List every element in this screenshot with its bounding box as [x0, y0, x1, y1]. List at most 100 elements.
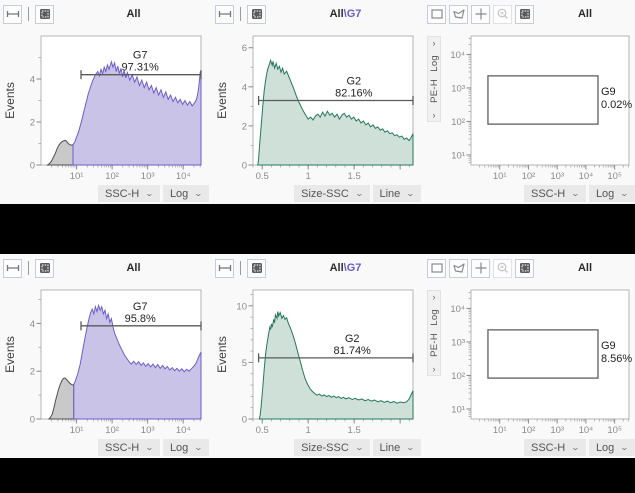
x-parameter-dropdown[interactable]: Size-SSC ⌄ — [294, 439, 370, 456]
svg-text:82.16%: 82.16% — [335, 88, 373, 100]
y-parameter-value[interactable]: PE-H — [428, 79, 440, 104]
zoom-window-button[interactable] — [515, 258, 534, 278]
svg-text:G9: G9 — [601, 340, 616, 352]
zoom-window-button[interactable] — [35, 4, 54, 24]
interval-gate-button[interactable] — [3, 4, 22, 24]
chevron-right-icon: › — [432, 109, 436, 120]
zoom-window-button[interactable] — [515, 4, 534, 24]
x-scale-value: Log — [169, 441, 189, 454]
svg-text:10³: 10³ — [550, 425, 564, 436]
x-parameter-dropdown[interactable]: SSC-H ⌄ — [98, 185, 160, 202]
svg-text:10²: 10² — [522, 171, 536, 182]
x-parameter-value: SSC-H — [105, 441, 140, 454]
x-parameter-value: Size-SSC — [301, 187, 349, 200]
svg-text:Events: Events — [3, 336, 17, 373]
x-scale-value: Log — [595, 187, 615, 200]
scatter-plot-area[interactable]: 10¹ 10² 10³ 10⁴ 10⁵ 10¹ 10² 10³ 10⁴ G90.02% — [424, 0, 635, 204]
svg-text:10¹: 10¹ — [451, 150, 465, 161]
y-scale-value[interactable]: Log — [428, 308, 440, 326]
population-title[interactable]: All\G7 — [269, 8, 422, 20]
x-parameter-dropdown[interactable]: Size-SSC ⌄ — [294, 185, 370, 202]
chevron-down-icon: ⌄ — [570, 443, 581, 452]
zoom-in-button[interactable] — [493, 4, 512, 24]
svg-text:2: 2 — [242, 121, 247, 132]
svg-text:10³: 10³ — [451, 337, 465, 348]
rectangle-gate-button[interactable] — [427, 4, 446, 24]
panel-histogram-sizessc-row1: All\G7 0.5 1 1.5 0 2 4 6 Events G2 82.16% Size-SS… — [212, 0, 424, 204]
rectangle-gate-button[interactable] — [427, 258, 446, 278]
chevron-down-icon: ⌄ — [193, 443, 204, 452]
svg-text:Events: Events — [215, 336, 229, 373]
zoom-window-icon — [251, 9, 262, 19]
x-parameter-value: SSC-H — [531, 441, 566, 454]
svg-text:10²: 10² — [105, 425, 119, 436]
population-title[interactable]: All\G7 — [269, 262, 422, 274]
rectangle-gate-icon — [430, 263, 443, 273]
svg-text:2: 2 — [30, 367, 35, 378]
x-scale-dropdown[interactable]: Line ⌄ — [372, 439, 421, 456]
x-parameter-dropdown[interactable]: SSC-H ⌄ — [524, 439, 586, 456]
y-parameter-value[interactable]: PE-H — [428, 333, 440, 358]
polygon-gate-button[interactable] — [449, 4, 468, 24]
quadrant-gate-button[interactable] — [471, 258, 490, 278]
population-title[interactable]: All — [537, 262, 633, 274]
separator-band-bottom — [0, 458, 635, 493]
x-parameter-dropdown[interactable]: SSC-H ⌄ — [524, 185, 586, 202]
title-population: All — [126, 262, 141, 274]
panel-scatter-row2: All 10¹ 10² 10³ 10⁴ 10⁵ 10¹ 10² 10³ 10⁴ G9 8.56% ›… — [424, 254, 635, 458]
panel-toolbar: All\G7 — [215, 3, 422, 25]
zoom-window-icon — [39, 263, 50, 273]
svg-text:10⁴: 10⁴ — [579, 425, 594, 436]
zoom-window-button[interactable] — [35, 258, 54, 278]
svg-text:10⁴: 10⁴ — [176, 171, 191, 182]
y-axis-controls[interactable]: › Log PE-H › — [427, 290, 441, 376]
chevron-right-icon: › — [432, 292, 436, 302]
population-title[interactable]: All — [57, 262, 210, 274]
svg-text:97.31%: 97.31% — [122, 62, 160, 74]
svg-text:10: 10 — [236, 301, 247, 312]
svg-text:Events: Events — [3, 82, 17, 119]
title-population: All — [329, 262, 344, 274]
x-scale-value: Line — [379, 187, 401, 200]
svg-text:1.5: 1.5 — [348, 171, 361, 182]
svg-text:10⁵: 10⁵ — [607, 425, 622, 436]
svg-text:0.5: 0.5 — [256, 171, 269, 182]
scatter-plot-area[interactable]: 10¹ 10² 10³ 10⁴ 10⁵ 10¹ 10² 10³ 10⁴ G98.56% — [424, 254, 635, 458]
polygon-gate-icon — [452, 9, 465, 19]
x-scale-dropdown[interactable]: Log ⌄ — [162, 185, 209, 202]
toolbar-separator — [28, 261, 29, 275]
x-scale-value: Line — [379, 441, 401, 454]
svg-text:81.74%: 81.74% — [334, 345, 372, 357]
interval-gate-icon — [218, 265, 231, 271]
y-scale-value[interactable]: Log — [428, 54, 440, 72]
polygon-gate-button[interactable] — [449, 258, 468, 278]
svg-text:10⁴: 10⁴ — [450, 50, 465, 61]
interval-gate-button[interactable] — [3, 258, 22, 278]
interval-gate-button[interactable] — [215, 258, 234, 278]
svg-text:0: 0 — [30, 161, 35, 172]
zoom-window-button[interactable] — [247, 258, 266, 278]
axis-dropdown-row: SSC-H ⌄ Log ⌄ — [98, 185, 209, 202]
svg-text:0: 0 — [242, 415, 247, 426]
zoom-window-button[interactable] — [247, 4, 266, 24]
x-scale-dropdown[interactable]: Log ⌄ — [588, 439, 635, 456]
population-title[interactable]: All — [537, 8, 633, 20]
axis-dropdown-row: SSC-H ⌄ Log ⌄ — [98, 439, 209, 456]
x-scale-dropdown[interactable]: Log ⌄ — [588, 185, 635, 202]
zoom-in-button[interactable] — [493, 258, 512, 278]
svg-text:10⁴: 10⁴ — [450, 304, 465, 315]
panel-histogram-ssch-row1: All 10¹ 10² 10³ 10⁴ 0 2 4 Events G7 97.31% SSC-H ⌄… — [0, 0, 212, 204]
x-scale-dropdown[interactable]: Log ⌄ — [162, 439, 209, 456]
quadrant-gate-button[interactable] — [471, 4, 490, 24]
population-title[interactable]: All — [57, 8, 210, 20]
x-parameter-dropdown[interactable]: SSC-H ⌄ — [98, 439, 160, 456]
svg-text:G2: G2 — [345, 333, 360, 345]
interval-gate-button[interactable] — [215, 4, 234, 24]
svg-text:10²: 10² — [451, 117, 465, 128]
x-scale-dropdown[interactable]: Line ⌄ — [372, 185, 421, 202]
y-axis-controls[interactable]: › Log PE-H › — [427, 36, 441, 122]
